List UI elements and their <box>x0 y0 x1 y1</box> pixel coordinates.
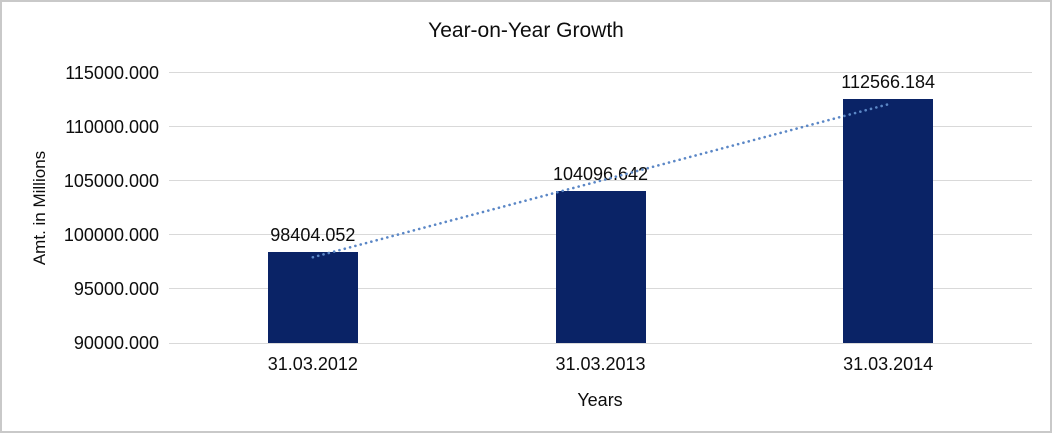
gridline <box>169 343 1032 344</box>
x-tick-label: 31.03.2013 <box>555 354 646 374</box>
y-tick-label: 90000.000 <box>73 333 159 353</box>
x-tick-label: 31.03.2012 <box>267 354 358 374</box>
x-tick-label: 31.03.2014 <box>843 354 934 374</box>
plot-area: 98404.052 104096.642 112566.184 <box>169 72 1032 344</box>
y-tick-label: 105000.000 <box>63 171 159 191</box>
data-label: 98404.052 <box>270 225 356 246</box>
y-tick-label: 110000.000 <box>65 117 159 137</box>
bar-31.03.2012 <box>267 252 358 343</box>
data-label: 112566.184 <box>841 72 936 93</box>
x-axis-title: Years <box>577 390 623 410</box>
data-label: 104096.642 <box>552 163 649 184</box>
chart-title: Year-on-Year Growth <box>428 19 624 42</box>
y-tick-label: 115000.000 <box>65 63 159 83</box>
gridline <box>169 72 1032 73</box>
bar-31.03.2013 <box>555 190 646 343</box>
y-tick-label: 95000.000 <box>73 279 159 299</box>
y-axis-tick-labels: 90000.000 95000.000 100000.000 105000.000 11… <box>9 63 159 353</box>
bar-31.03.2014 <box>843 99 934 343</box>
y-tick-label: 100000.000 <box>63 225 159 245</box>
